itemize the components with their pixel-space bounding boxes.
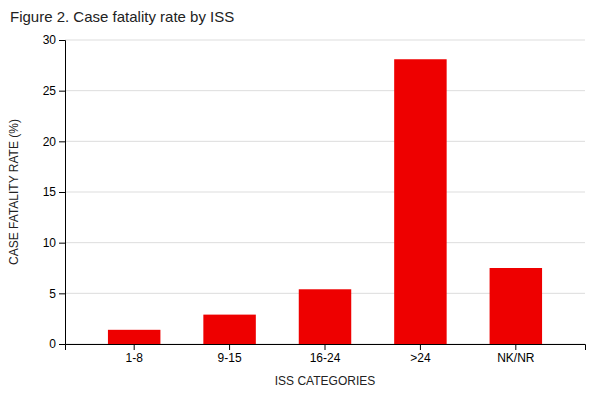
grid-line: [65, 40, 585, 41]
tick-label: 10: [43, 236, 57, 250]
chart: 1-8 9-15 16-24 >24 NK/NR 0 5 10 15 20 25 30 Figure 2…: [0, 0, 605, 399]
tick-label: 30: [43, 33, 57, 47]
tick-label: >24: [410, 351, 431, 365]
bars: [108, 59, 542, 344]
tick-mark: [59, 192, 65, 193]
tick-mark: [59, 40, 65, 41]
tick-label: 16-24: [310, 351, 341, 365]
tick-label: 0: [49, 337, 56, 351]
tick-label: 20: [43, 135, 57, 149]
x-axis: 1-8 9-15 16-24 >24 NK/NR: [66, 344, 586, 365]
bar: [394, 59, 446, 344]
tick: >24: [410, 344, 431, 365]
grid-line: [65, 192, 585, 193]
y-axis-label: CASE FATALITY RATE (%): [7, 119, 21, 265]
tick: 0: [49, 337, 65, 351]
title: Figure 2. Case fatality rate by ISS: [10, 8, 234, 25]
tick: 16-24: [310, 344, 341, 365]
x-axis-label: ISS CATEGORIES: [275, 374, 375, 388]
grid: [65, 40, 585, 344]
bar: [490, 268, 542, 344]
tick-mark: [59, 293, 65, 294]
tick: 25: [43, 84, 65, 98]
bar: [299, 289, 351, 344]
tick-label: 25: [43, 84, 57, 98]
tick-label: 15: [43, 185, 57, 199]
tick-label: 1-8: [126, 351, 144, 365]
tick-label: 9-15: [218, 351, 242, 365]
tick-mark: [229, 344, 230, 350]
bar: [203, 315, 255, 344]
axis-line: [59, 41, 66, 345]
tick-mark: [134, 344, 135, 350]
grid-line: [65, 141, 585, 142]
tick-mark: [59, 243, 65, 244]
bar: [108, 330, 160, 344]
tick: 5: [49, 287, 65, 301]
tick: 30: [43, 33, 65, 47]
tick-mark: [515, 344, 516, 350]
plot-area: 1-8 9-15 16-24 >24 NK/NR 0 5 10 15 20 25 30: [43, 33, 586, 364]
grid-line: [65, 90, 585, 91]
y-axis: 0 5 10 15 20 25 30: [43, 33, 66, 351]
tick-label: NK/NR: [497, 351, 535, 365]
tick: 9-15: [218, 344, 242, 365]
tick: 1-8: [126, 344, 144, 365]
tick-mark: [420, 344, 421, 350]
axis-line: [66, 345, 586, 351]
tick: NK/NR: [497, 344, 535, 365]
grid-line: [65, 242, 585, 243]
tick-mark: [59, 344, 65, 345]
tick-mark: [59, 91, 65, 92]
tick-mark: [325, 344, 326, 350]
tick: 10: [43, 236, 65, 250]
tick-mark: [59, 141, 65, 142]
tick: 15: [43, 185, 65, 199]
tick-label: 5: [49, 287, 56, 301]
tick: 20: [43, 135, 65, 149]
